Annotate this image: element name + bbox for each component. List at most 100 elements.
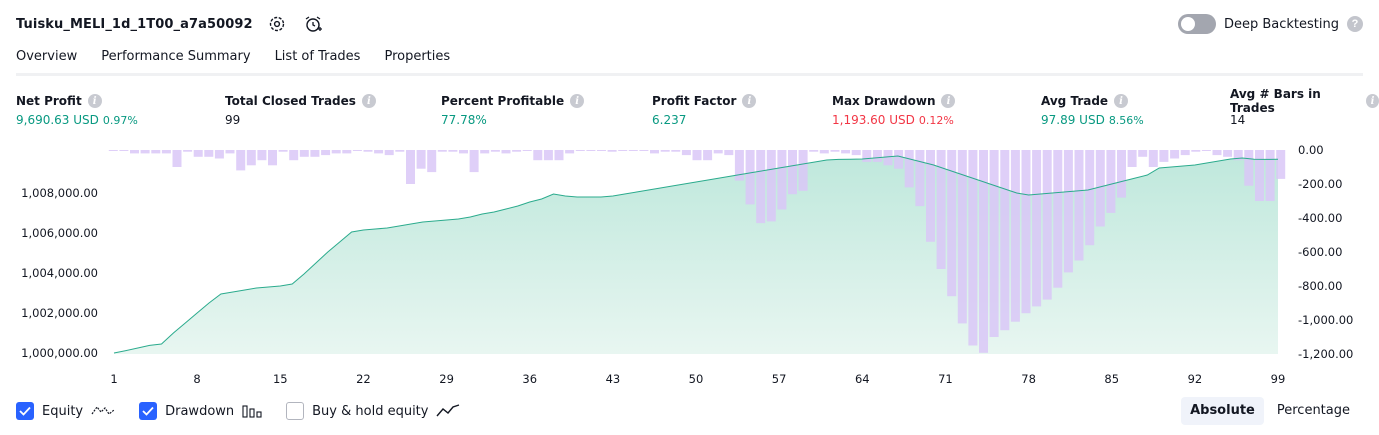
drawdown-bar <box>140 150 150 154</box>
deep-backtesting-toggle[interactable] <box>1177 14 1216 34</box>
drawdown-bar <box>597 150 606 151</box>
alarm-clock-plus-icon[interactable] <box>301 12 325 36</box>
drawdown-bar <box>607 150 617 152</box>
drawdown-bar <box>1053 150 1063 288</box>
metric-label-text: Profit Factor <box>652 94 737 108</box>
legend-drawdown[interactable]: Drawdown <box>139 402 262 420</box>
metric-value-text: 9,690.63 USD <box>16 113 99 127</box>
metric-label: Avg # Bars in Trades i <box>1230 87 1379 115</box>
drawdown-bar <box>1106 150 1116 213</box>
metric-label-text: Max Drawdown <box>832 94 936 108</box>
x-axis-tick: 50 <box>689 372 704 386</box>
drawdown-bar <box>766 150 776 222</box>
drawdown-bar <box>214 150 224 159</box>
metric-avg-trade: Avg Trade i 97.89 USD 8.56% <box>1041 92 1144 129</box>
drawdown-bar <box>480 150 490 154</box>
drawdown-bar <box>989 150 999 337</box>
drawdown-bar <box>1159 150 1169 162</box>
drawdown-bar <box>681 150 691 156</box>
drawdown-bar <box>533 150 543 161</box>
legend-label: Drawdown <box>165 403 235 419</box>
right-axis-tick: 0.00 <box>1298 143 1324 157</box>
equity-line <box>113 155 1279 354</box>
tab-list-of-trades[interactable]: List of Trades <box>274 49 361 64</box>
drawdown-bar <box>968 150 978 346</box>
drawdown-bar <box>915 150 925 207</box>
info-icon[interactable]: i <box>87 94 102 108</box>
x-axis-tick: 29 <box>439 372 454 386</box>
chart-legend: Equity Drawdown Buy & hold equity <box>16 400 460 422</box>
drawdown-bar <box>618 150 628 151</box>
drawdown-bar <box>745 150 755 205</box>
legend-equity[interactable]: Equity <box>16 402 115 420</box>
drawdown-bar <box>1010 150 1020 322</box>
buy-hold-line-icon <box>436 404 460 418</box>
drawdown-bar <box>543 150 553 161</box>
drawdown-bar <box>830 150 840 152</box>
drawdown-bar <box>671 150 681 152</box>
tab-overview[interactable]: Overview <box>16 46 78 76</box>
metric-percent: 0.97% <box>102 114 138 127</box>
metric-label: Avg Trade i <box>1041 92 1144 110</box>
metric-percent: 8.56% <box>1108 114 1144 127</box>
x-axis-tick: 57 <box>772 372 787 386</box>
drawdown-bar <box>406 150 415 184</box>
drawdown-bar <box>268 150 277 166</box>
drawdown-bar <box>331 150 341 154</box>
drawdown-bar <box>236 150 246 171</box>
legend-checkbox[interactable] <box>139 402 158 420</box>
metric-label-text: Net Profit <box>16 94 82 108</box>
drawdown-bar <box>851 150 861 156</box>
metric-value-text: 77.78% <box>441 113 487 127</box>
tab-properties[interactable]: Properties <box>384 49 451 64</box>
drawdown-bar <box>957 150 967 324</box>
drawdown-bar <box>798 150 808 191</box>
drawdown-bar <box>883 150 893 166</box>
info-icon[interactable]: i <box>1114 94 1129 108</box>
drawdown-bar <box>1148 150 1158 167</box>
drawdown-bar <box>1265 150 1275 201</box>
report-tabs: Overview Performance Summary List of Trade… <box>16 46 451 76</box>
info-icon[interactable]: i <box>1365 94 1379 108</box>
gear-icon[interactable] <box>265 12 289 36</box>
drawdown-bar <box>310 150 320 157</box>
drawdown-bar <box>469 150 479 173</box>
info-icon[interactable]: i <box>570 94 585 108</box>
drawdown-bar <box>862 150 872 162</box>
mode-percentage-button[interactable]: Percentage <box>1276 403 1350 418</box>
info-icon[interactable]: i <box>941 94 956 108</box>
drawdown-bar <box>246 150 256 166</box>
drawdown-bar <box>565 150 575 154</box>
toggle-knob <box>1180 17 1195 31</box>
metric-value-text: 1,193.60 USD <box>832 113 915 127</box>
legend-checkbox[interactable] <box>16 402 34 420</box>
drawdown-bar <box>437 150 447 152</box>
drawdown-bar <box>416 150 426 169</box>
legend-checkbox[interactable] <box>286 402 305 420</box>
drawdown-bar <box>575 150 585 151</box>
right-axis-tick: -200.00 <box>1298 177 1342 191</box>
drawdown-bar <box>894 150 904 169</box>
metric-value: 14 <box>1230 113 1379 129</box>
drawdown-bar <box>872 150 882 162</box>
drawdown-bar <box>459 150 468 154</box>
info-icon[interactable]: i <box>361 94 376 108</box>
drawdown-bar <box>1233 150 1243 161</box>
left-axis-tick: 1,004,000.00 <box>21 266 98 280</box>
drawdown-bar <box>342 150 352 154</box>
legend-buy-hold-equity[interactable]: Buy & hold equity <box>286 402 460 420</box>
drawdown-bar <box>1255 150 1264 201</box>
drawdown-bar <box>374 150 384 154</box>
mode-absolute-button[interactable]: Absolute <box>1181 397 1264 425</box>
info-icon[interactable]: i <box>742 94 757 108</box>
drawdown-bar <box>1063 150 1073 273</box>
drawdown-bar <box>183 150 193 152</box>
deep-backtesting-label: Deep Backtesting <box>1223 16 1339 32</box>
help-icon[interactable]: ? <box>1347 16 1363 32</box>
drawdown-bar <box>427 150 437 173</box>
tab-performance-summary[interactable]: Performance Summary <box>101 49 251 64</box>
deep-backtesting-control: Deep Backtesting ? <box>1177 13 1363 35</box>
metric-percent-profitable: Percent Profitable i 77.78% <box>441 92 585 129</box>
drawdown-bar <box>161 150 171 154</box>
drawdown-bar <box>926 150 935 242</box>
